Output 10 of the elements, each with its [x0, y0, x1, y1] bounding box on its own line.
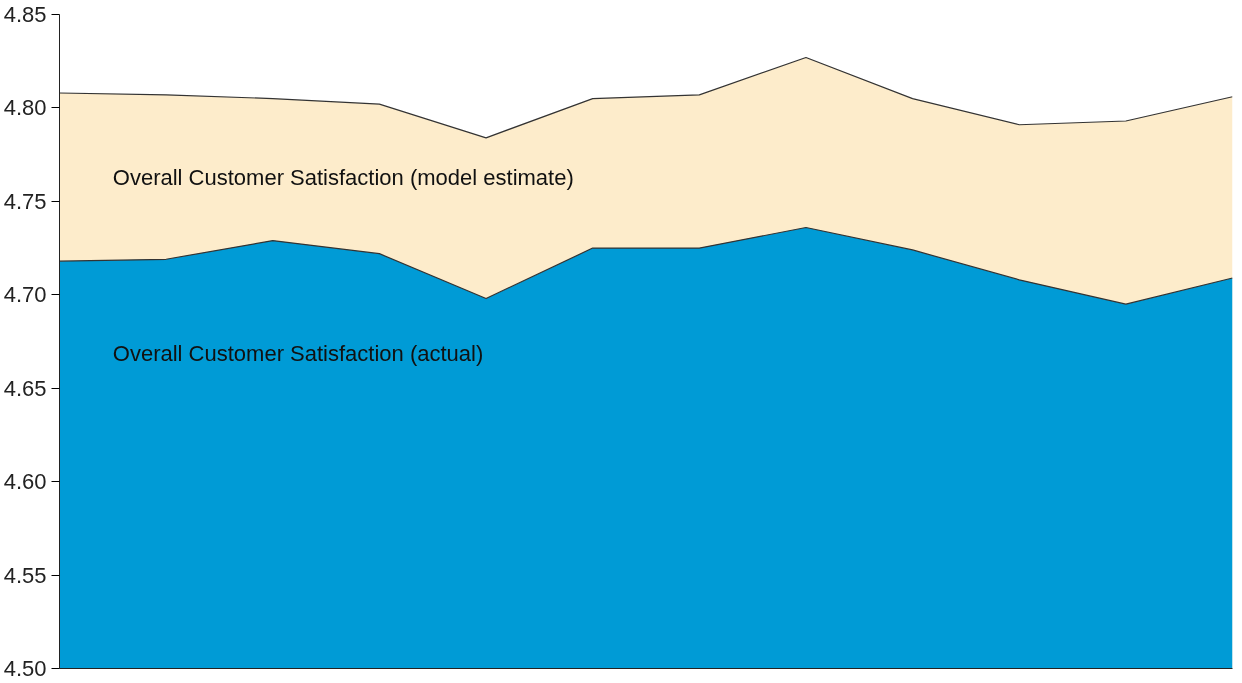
series-label: Overall Customer Satisfaction (actual)	[112, 340, 484, 366]
y-tick-label: 4.75	[3, 188, 47, 214]
y-tick-label: 4.70	[3, 282, 47, 308]
y-tick-label: 4.80	[3, 95, 47, 121]
series-label: Overall Customer Satisfaction (model estimate)	[112, 164, 574, 190]
y-tick-label: 4.60	[3, 469, 47, 495]
y-tick-label: 4.65	[3, 375, 47, 401]
y-tick-label: 4.85	[3, 2, 47, 27]
y-tick-label: 4.55	[3, 562, 47, 588]
y-tick-label: 4.50	[3, 656, 47, 681]
